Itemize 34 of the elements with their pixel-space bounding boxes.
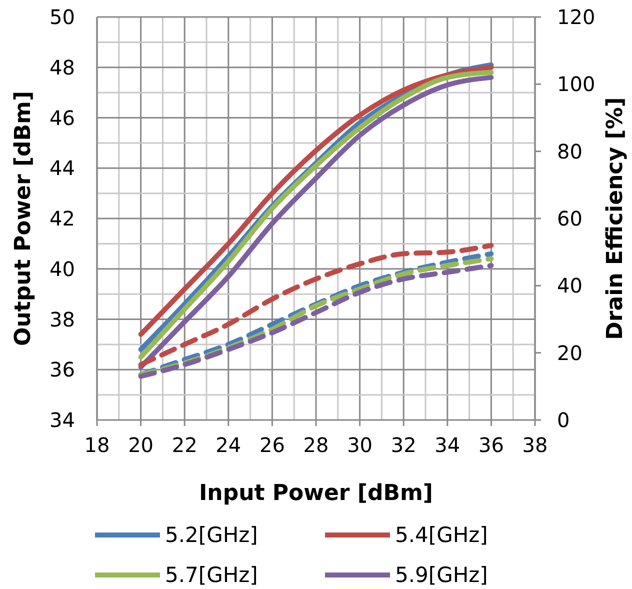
x-tick-label: 34 — [434, 433, 460, 457]
x-axis-title: Input Power [dBm] — [199, 481, 433, 506]
x-tick-label: 18 — [84, 433, 110, 457]
y-tick-label: 36 — [50, 358, 75, 382]
x-tick-label: 38 — [522, 433, 548, 457]
y2-axis-title: Drain Efficiency [%] — [603, 97, 628, 340]
y2-tick-label: 120 — [557, 5, 596, 29]
legend-label: 5.9[GHz] — [395, 563, 488, 587]
x-tick-label: 28 — [303, 433, 329, 457]
legend-label: 5.4[GHz] — [395, 523, 488, 547]
y-tick-label: 46 — [50, 106, 75, 130]
y-tick-label: 40 — [50, 256, 75, 281]
x-tick-label: 36 — [478, 433, 504, 457]
legend-label: 5.7[GHz] — [165, 563, 258, 587]
x-tick-label: 30 — [347, 433, 373, 457]
y-tick-label: 44 — [50, 156, 75, 180]
y2-tick-label: 0 — [557, 408, 570, 432]
y-tick-label: 38 — [50, 307, 75, 332]
y2-tick-label: 60 — [557, 206, 582, 230]
y-tick-label: 50 — [50, 5, 75, 29]
y-tick-label: 34 — [50, 408, 75, 432]
x-tick-label: 20 — [128, 433, 154, 457]
legend-label: 5.2[GHz] — [165, 523, 258, 547]
x-tick-label: 24 — [216, 433, 242, 457]
x-tick-label: 22 — [172, 433, 198, 457]
y-tick-label: 42 — [50, 206, 75, 230]
x-tick-label: 32 — [390, 433, 416, 457]
y2-tick-label: 100 — [557, 72, 596, 96]
y2-tick-label: 40 — [557, 274, 582, 298]
y-axis-title: Output Power [dBm] — [11, 90, 36, 346]
y2-tick-label: 20 — [557, 340, 582, 365]
y2-tick-label: 80 — [557, 139, 582, 164]
x-tick-label: 26 — [259, 433, 285, 457]
y-tick-label: 48 — [50, 55, 75, 80]
